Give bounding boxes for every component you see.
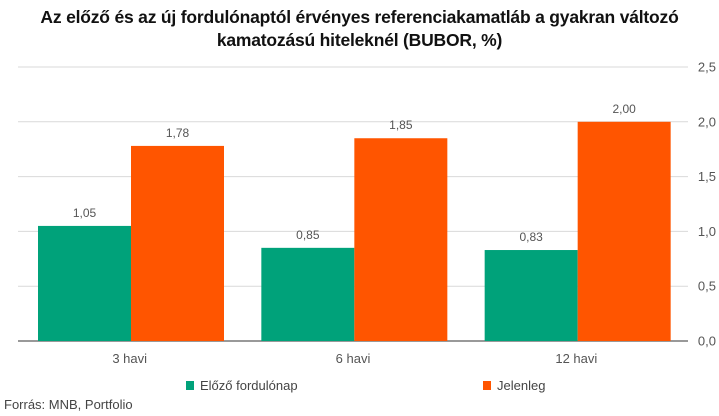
x-tick-label: 3 havi [112,351,147,366]
chart-title: Az előző és az új fordulónaptól érvényes… [40,7,679,50]
y-tick-label: 1,0 [698,224,716,239]
bar [354,138,448,341]
y-tick-label: 0,5 [698,279,716,294]
x-axis-ticks: 3 havi 6 havi 12 havi [112,351,597,366]
data-label: 0,85 [296,228,320,242]
data-labels-group: 1,05 1,78 0,85 1,85 0,83 2,00 [73,102,636,244]
x-tick-label: 6 havi [336,351,371,366]
bar [577,121,671,341]
bar [484,250,578,341]
y-tick-label: 2,5 [698,60,716,75]
data-label: 2,00 [612,102,636,116]
data-label: 0,83 [519,230,543,244]
bar [261,247,355,341]
legend-swatch [186,381,194,390]
bar [131,145,224,341]
y-tick-label: 2,0 [698,114,716,129]
y-axis-ticks: 0,0 0,5 1,0 1,5 2,0 2,5 [698,60,716,349]
legend-label: Előző fordulónap [200,378,298,393]
y-tick-label: 1,5 [698,169,716,184]
y-tick-label: 0,0 [698,334,716,349]
legend-label: Jelenleg [497,378,545,393]
legend: Előző fordulónap Jelenleg [186,378,545,393]
source-note: Forrás: MNB, Portfolio [4,397,133,412]
data-label: 1,78 [166,126,190,140]
bars-group [38,121,671,341]
data-label: 1,85 [389,118,413,132]
x-tick-label: 12 havi [555,351,597,366]
data-label: 1,05 [73,206,97,220]
legend-swatch [483,381,491,390]
bar [38,225,131,341]
